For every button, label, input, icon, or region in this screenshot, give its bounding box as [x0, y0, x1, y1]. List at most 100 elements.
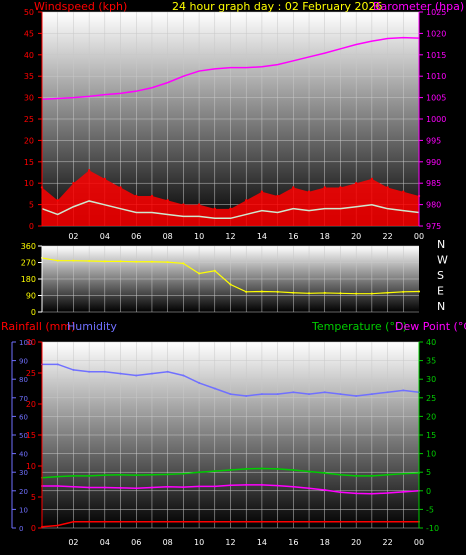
wind-direction-point [72, 259, 75, 262]
rainfall-point [135, 520, 138, 523]
windspeed-tick-label: 30 [24, 94, 34, 103]
wind-direction-point [355, 292, 358, 295]
dewpoint-point [119, 486, 122, 489]
windspeed-point [370, 177, 374, 181]
temperature-tick-label: 15 [426, 431, 436, 440]
dewpoint-point [88, 486, 91, 489]
windspeed-average-line [41, 200, 420, 220]
direction-tick-label: 180 [21, 275, 36, 284]
rainfall-tick-label: 25 [26, 369, 36, 378]
windspeed-point [354, 182, 358, 185]
windspeed-point [402, 190, 405, 193]
rainfall-point [339, 520, 342, 523]
windspeed-point [213, 207, 216, 211]
humidity-tick-label: 100 [19, 339, 32, 347]
rainfall-point [323, 520, 326, 523]
rainfall-point [150, 520, 153, 523]
windspeed-point [103, 177, 107, 181]
dewpoint-point [72, 485, 75, 488]
x-tick-label: 06 [131, 538, 141, 547]
x-tick-label: 06 [131, 232, 141, 241]
temperature-point [308, 470, 311, 473]
humidity-tick-label: 10 [19, 506, 28, 514]
wind-direction-point [418, 290, 420, 293]
barometer-tick-label: 995 [426, 136, 441, 145]
rainfall-point [260, 520, 263, 523]
direction-tick-label: 270 [21, 259, 36, 268]
rainfall-point [402, 520, 405, 523]
windspeed-axis-label: Windspeed (kph) [34, 0, 127, 13]
windspeed-point [386, 186, 389, 189]
humidity-point [339, 393, 342, 396]
rainfall-point [103, 520, 106, 523]
windspeed-tick-label: 15 [24, 158, 34, 167]
temperature-point [402, 472, 405, 475]
humidity-axis-label: Humidity [67, 320, 117, 333]
humidity-point [292, 391, 295, 394]
x-tick-label: 04 [100, 232, 110, 241]
temperature-point [370, 474, 373, 477]
dewpoint-point [198, 485, 201, 488]
temperature-point [72, 474, 75, 477]
humidity-point [166, 370, 169, 373]
temperature-tick-label: 30 [426, 375, 436, 384]
windspeed-point [182, 203, 185, 206]
humidity-point [276, 393, 279, 396]
compass-label: W [437, 254, 448, 267]
humidity-point [213, 387, 216, 390]
rainfall-point [386, 520, 389, 523]
wind-direction-point [56, 259, 59, 262]
wind-direction-point [166, 261, 169, 264]
rainfall-point [72, 520, 75, 523]
chart-title: 24 hour graph day : 02 February 2026 [172, 0, 383, 13]
windspeed-tick-label: 10 [24, 179, 34, 188]
humidity-point [56, 363, 59, 366]
dewpoint-point [355, 492, 358, 495]
temperature-tick-label: 10 [426, 450, 436, 459]
humidity-tick-label: 60 [19, 413, 28, 421]
rainfall-point [88, 520, 91, 523]
windspeed-point [307, 190, 311, 193]
temperature-point [386, 473, 389, 476]
temperature-point [339, 473, 342, 476]
wind-direction-point [260, 290, 263, 293]
compass-label: N [437, 300, 445, 313]
dewpoint-point [245, 483, 248, 486]
windspeed-tick-label: 50 [24, 8, 34, 17]
wind-direction-point [292, 291, 295, 294]
windspeed-point [245, 199, 248, 202]
compass-label: E [437, 285, 444, 298]
dewpoint-point [166, 485, 169, 488]
humidity-point [355, 394, 358, 397]
windspeed-tick-label: 25 [24, 115, 34, 124]
dewpoint-point [229, 484, 232, 487]
temperature-tick-label: 20 [426, 412, 436, 421]
humidity-point [323, 391, 326, 394]
windspeed-tick-label: 0 [29, 222, 34, 231]
humidity-point [308, 393, 311, 396]
windspeed-tick-label: 40 [24, 51, 34, 60]
dewpoint-axis-label: Dew Point (°C) [395, 320, 466, 333]
x-tick-label: 00 [414, 538, 424, 547]
temperature-tick-label: 25 [426, 394, 436, 403]
humidity-point [119, 372, 122, 375]
x-tick-label: 10 [194, 538, 204, 547]
windspeed-point [150, 194, 154, 198]
x-tick-label: 10 [194, 232, 204, 241]
direction-tick-label: 360 [21, 242, 36, 251]
dewpoint-point [56, 484, 59, 487]
temperature-tick-label: 40 [426, 338, 436, 347]
dewpoint-point [182, 486, 185, 489]
temperature-point [198, 471, 201, 474]
x-tick-label: 00 [414, 232, 424, 241]
windspeed-tick-label: 20 [24, 136, 34, 145]
rainfall-tick-label: 15 [26, 431, 36, 440]
x-tick-label: 16 [288, 232, 298, 241]
temperature-point [135, 474, 138, 477]
wind-direction-point [150, 260, 153, 263]
x-tick-label: 12 [225, 232, 235, 241]
x-tick-label: 22 [382, 538, 392, 547]
